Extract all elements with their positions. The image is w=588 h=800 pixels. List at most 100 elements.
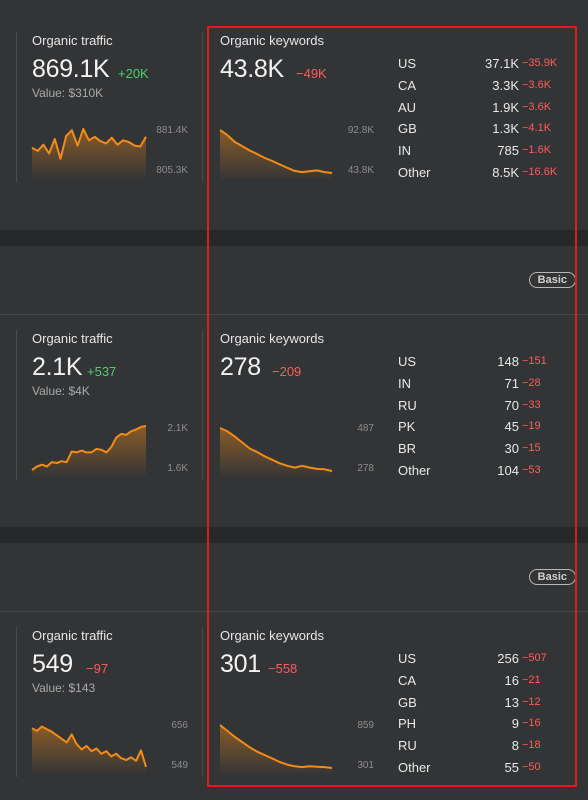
keywords-sparkline-area [220, 428, 332, 477]
country-value: 13 [504, 694, 519, 710]
country-value: 256 [497, 651, 519, 666]
country-delta: −507 [522, 652, 547, 664]
traffic-axis-min: 1.6K [167, 463, 188, 474]
country-value: 3.3K [492, 77, 519, 93]
country-delta: −1.6K [522, 144, 552, 157]
column-divider [202, 32, 203, 182]
country-code: US [398, 651, 417, 666]
country-row[interactable]: RU 8 −18 [398, 738, 566, 760]
country-row[interactable]: BR 30 −15 [398, 441, 566, 463]
country-row[interactable]: GB 13 −12 [398, 695, 566, 717]
traffic-axis-min: 805.3K [156, 165, 188, 176]
traffic-sparkline-area [32, 426, 146, 476]
section-header-band [0, 543, 588, 611]
country-value: 1.9K [492, 99, 519, 115]
country-value: 16 [504, 672, 519, 688]
keywords-axis-max: 859 [357, 720, 374, 731]
country-row[interactable]: PK 45 −19 [398, 419, 566, 441]
country-breakdown-table: US 148 −151 IN 71 −28 RU 70 −33 PK 45 −19 BR 30 −15 Oth… [398, 354, 566, 485]
traffic-axis-min: 549 [171, 760, 188, 771]
section-header-band [0, 246, 588, 314]
country-value: 71 [504, 375, 519, 391]
country-breakdown-table: US 256 −507 CA 16 −21 GB 13 −12 PH 9 −16 RU 8 −18 Other… [398, 651, 566, 782]
organic-traffic-label: Organic traffic [32, 331, 113, 346]
country-row[interactable]: RU 70 −33 [398, 398, 566, 420]
organic-keywords-value[interactable]: 278 [220, 353, 261, 381]
country-row[interactable]: GB 1.3K −4.1K [398, 121, 566, 143]
traffic-sparkline-line [31, 425, 147, 471]
traffic-sparkline [31, 725, 147, 773]
traffic-sparkline [31, 127, 147, 178]
country-row[interactable]: US 148 −151 [398, 354, 566, 376]
traffic-sparkline-line [31, 127, 147, 160]
country-row[interactable]: US 37.1K −35.9K [398, 56, 566, 78]
metrics-panel-1 [0, 0, 588, 230]
country-delta: −16 [522, 717, 541, 730]
country-delta: −4.1K [522, 122, 552, 135]
country-delta: −19 [522, 420, 541, 433]
keywords-sparkline-area [220, 130, 332, 179]
country-row[interactable]: IN 785 −1.6K [398, 143, 566, 165]
traffic-sparkline-line [31, 725, 147, 768]
country-row[interactable]: PH 9 −16 [398, 716, 566, 738]
country-value: 9 [511, 716, 519, 732]
country-row[interactable]: CA 3.3K −3.6K [398, 78, 566, 100]
keywords-sparkline [219, 427, 333, 477]
organic-traffic-delta: −97 [86, 661, 109, 676]
organic-traffic-value[interactable]: 549 [32, 650, 73, 678]
country-code: RU [398, 397, 417, 413]
divider [0, 314, 588, 315]
country-delta: −3.6K [522, 78, 552, 91]
keywords-sparkline-line [219, 129, 333, 174]
country-value: 148 [497, 354, 519, 369]
country-code: IN [398, 375, 411, 391]
country-delta: −53 [522, 463, 541, 476]
traffic-sparkline [31, 425, 147, 476]
organic-keywords-value[interactable]: 301 [220, 650, 261, 678]
basic-badge[interactable]: Basic [528, 569, 576, 585]
left-divider [16, 32, 17, 182]
traffic-axis-max: 656 [171, 720, 188, 731]
section-gap [0, 527, 588, 543]
country-breakdown-table: US 37.1K −35.9K CA 3.3K −3.6K AU 1.9K −3.6K GB 1.3… [398, 56, 566, 187]
country-value: 37.1K [485, 56, 519, 71]
country-row[interactable]: Other 104 −53 [398, 463, 566, 485]
left-divider [16, 627, 17, 777]
organic-traffic-delta: +20K [118, 66, 149, 81]
country-delta: −3.6K [522, 100, 552, 113]
country-value: 30 [504, 441, 519, 457]
country-code: Other [398, 759, 431, 775]
metrics-panel-2 [0, 315, 588, 527]
country-code: CA [398, 672, 417, 688]
country-code: Other [398, 462, 431, 478]
organic-traffic-value[interactable]: 869.1K [32, 55, 110, 83]
section-gap [0, 230, 588, 246]
organic-traffic-value[interactable]: 2.1K [32, 353, 83, 381]
divider [0, 611, 588, 612]
organic-keywords-label: Organic keywords [220, 33, 325, 48]
country-code: IN [398, 143, 411, 159]
keywords-sparkline-line [219, 427, 333, 472]
organic-keywords-value[interactable]: 43.8K [220, 55, 284, 83]
country-value: 8 [511, 738, 519, 754]
keywords-sparkline [219, 129, 333, 179]
country-code: GB [398, 694, 417, 710]
traffic-value-money: Value: $310K [32, 86, 104, 100]
country-delta: −12 [522, 695, 541, 708]
country-value: 45 [504, 419, 519, 435]
country-value: 1.3K [492, 121, 519, 137]
country-row[interactable]: AU 1.9K −3.6K [398, 100, 566, 122]
country-row[interactable]: Other 8.5K −16.6K [398, 165, 566, 187]
country-code: PK [398, 419, 416, 435]
keywords-sparkline-line [219, 724, 333, 769]
country-row[interactable]: Other 55 −50 [398, 760, 566, 782]
country-code: GB [398, 121, 417, 137]
country-row[interactable]: CA 16 −21 [398, 673, 566, 695]
left-divider [16, 330, 17, 480]
country-delta: −50 [522, 760, 541, 773]
country-row[interactable]: IN 71 −28 [398, 376, 566, 398]
country-code: Other [398, 164, 431, 180]
basic-badge[interactable]: Basic [528, 272, 576, 288]
country-row[interactable]: US 256 −507 [398, 651, 566, 673]
keywords-axis-min: 278 [357, 463, 374, 474]
